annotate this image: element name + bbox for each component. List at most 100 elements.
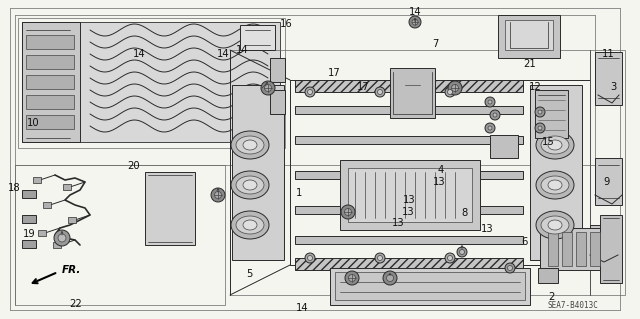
- Ellipse shape: [236, 216, 264, 234]
- Text: 14: 14: [133, 48, 146, 59]
- Circle shape: [538, 126, 542, 130]
- Circle shape: [54, 230, 70, 246]
- Ellipse shape: [536, 171, 574, 199]
- Bar: [590, 225, 618, 260]
- Circle shape: [485, 97, 495, 107]
- Circle shape: [490, 110, 500, 120]
- Bar: [348, 168, 472, 222]
- Bar: [63, 184, 71, 190]
- Circle shape: [448, 81, 462, 95]
- Text: 1: 1: [296, 188, 303, 198]
- Bar: [22, 22, 280, 142]
- Ellipse shape: [536, 131, 574, 159]
- Text: SEA7-B4013C: SEA7-B4013C: [548, 301, 598, 310]
- Polygon shape: [498, 15, 560, 58]
- Bar: [530, 85, 582, 260]
- Text: 14: 14: [409, 7, 421, 17]
- Circle shape: [211, 188, 225, 202]
- Circle shape: [457, 247, 467, 257]
- Polygon shape: [505, 20, 553, 50]
- Polygon shape: [22, 22, 80, 142]
- Ellipse shape: [548, 220, 562, 230]
- Text: 10: 10: [27, 118, 40, 128]
- Text: 13: 13: [481, 224, 494, 234]
- Circle shape: [488, 126, 492, 130]
- Bar: [26, 55, 74, 69]
- Circle shape: [535, 123, 545, 133]
- Circle shape: [305, 87, 315, 97]
- Text: 14: 14: [216, 48, 229, 59]
- Text: 20: 20: [127, 161, 140, 171]
- Text: 13: 13: [433, 177, 445, 187]
- Circle shape: [538, 110, 542, 114]
- Circle shape: [261, 81, 275, 95]
- Circle shape: [341, 205, 355, 219]
- Bar: [540, 228, 612, 270]
- Circle shape: [488, 100, 492, 104]
- Circle shape: [447, 256, 452, 261]
- Circle shape: [387, 275, 394, 281]
- Circle shape: [378, 256, 383, 261]
- Bar: [295, 258, 523, 270]
- Circle shape: [383, 271, 397, 285]
- Polygon shape: [145, 172, 195, 245]
- Bar: [26, 95, 74, 109]
- Ellipse shape: [243, 140, 257, 150]
- Polygon shape: [270, 90, 285, 114]
- Ellipse shape: [548, 140, 562, 150]
- Text: 14: 14: [296, 303, 308, 313]
- Text: 9: 9: [604, 177, 610, 188]
- Bar: [53, 242, 61, 248]
- Ellipse shape: [548, 180, 562, 190]
- Polygon shape: [330, 268, 530, 305]
- Ellipse shape: [536, 211, 574, 239]
- Circle shape: [445, 253, 455, 263]
- Text: 5: 5: [246, 269, 253, 279]
- Polygon shape: [270, 58, 285, 82]
- Circle shape: [505, 263, 515, 273]
- Bar: [295, 80, 523, 92]
- Ellipse shape: [243, 180, 257, 190]
- Bar: [548, 232, 558, 266]
- Circle shape: [349, 275, 355, 281]
- Bar: [538, 268, 558, 283]
- Bar: [576, 232, 586, 266]
- Bar: [22, 215, 36, 223]
- Bar: [340, 160, 480, 230]
- Bar: [26, 75, 74, 89]
- Circle shape: [378, 90, 383, 94]
- Text: 15: 15: [541, 137, 554, 147]
- Bar: [22, 240, 36, 248]
- Text: 17: 17: [328, 68, 340, 78]
- Circle shape: [445, 87, 455, 97]
- Bar: [26, 115, 74, 129]
- Ellipse shape: [236, 176, 264, 194]
- Text: FR.: FR.: [62, 265, 81, 275]
- Ellipse shape: [541, 216, 569, 234]
- Text: 13: 13: [402, 207, 415, 217]
- Polygon shape: [595, 158, 622, 205]
- Bar: [295, 236, 523, 244]
- Circle shape: [214, 191, 221, 198]
- Text: 13: 13: [403, 195, 416, 205]
- Bar: [295, 206, 523, 214]
- Circle shape: [264, 85, 271, 92]
- Text: 4: 4: [437, 165, 444, 175]
- Text: 17: 17: [357, 82, 370, 92]
- Text: 13: 13: [392, 218, 404, 228]
- Polygon shape: [595, 52, 622, 105]
- Circle shape: [375, 87, 385, 97]
- Bar: [295, 106, 523, 114]
- Text: 11: 11: [602, 48, 614, 59]
- Text: 2: 2: [548, 292, 555, 302]
- Bar: [240, 25, 275, 50]
- Bar: [335, 272, 525, 300]
- Circle shape: [307, 256, 312, 261]
- Circle shape: [508, 265, 513, 271]
- Ellipse shape: [236, 136, 264, 154]
- Circle shape: [344, 209, 351, 216]
- Bar: [590, 232, 600, 266]
- Circle shape: [447, 90, 452, 94]
- Ellipse shape: [541, 136, 569, 154]
- Bar: [295, 136, 523, 144]
